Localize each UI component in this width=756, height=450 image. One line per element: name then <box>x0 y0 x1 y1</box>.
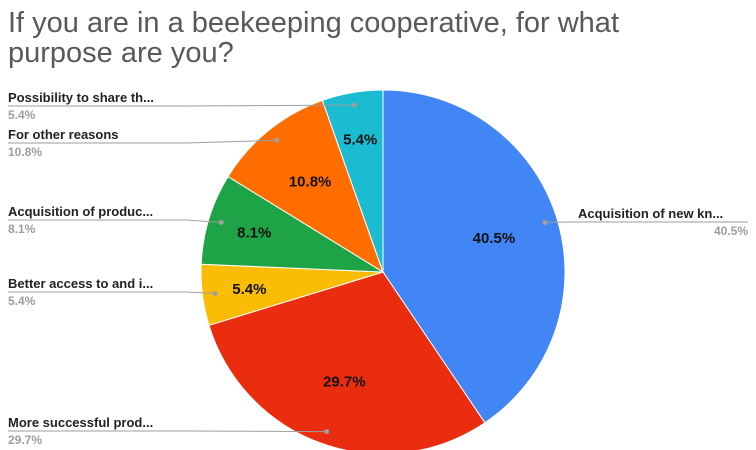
callout-name: Possibility to share th... <box>8 90 154 105</box>
pie-slice <box>200 175 385 273</box>
callout-percent: 8.1% <box>8 222 36 236</box>
callout-name: Acquisition of produc... <box>8 204 153 219</box>
leader-line <box>8 104 355 107</box>
slice-percent-label: 8.1% <box>237 225 271 242</box>
leader-line <box>8 430 327 433</box>
slice-percent-label: 10.8% <box>289 174 332 191</box>
callout-percent: 29.7% <box>8 433 42 447</box>
leader-line <box>8 219 222 223</box>
pie-slices <box>200 89 566 450</box>
slice-percent-label: 5.4% <box>343 131 377 148</box>
pie-slice <box>382 89 566 424</box>
callout-labels: Acquisition of new kn... 40.5% More succes… <box>8 90 748 447</box>
callout-percent: 5.4% <box>8 294 36 308</box>
pie-slice <box>321 89 384 273</box>
callout-percent: 10.8% <box>8 145 42 159</box>
callout-name: More successful prod... <box>8 415 153 430</box>
callout-percent: 40.5% <box>714 224 748 238</box>
pie-slice <box>208 271 486 450</box>
leader-line <box>8 139 277 144</box>
slice-percent-labels: 40.5% 29.7% 5.4% 8.1% 10.8% 5.4% <box>232 131 515 390</box>
leader-line <box>8 291 216 294</box>
callout-name: For other reasons <box>8 127 119 142</box>
callout-name: Acquisition of new kn... <box>578 206 723 221</box>
chart-title: If you are in a beekeeping cooperative, … <box>8 7 619 69</box>
slice-percent-label: 40.5% <box>473 230 516 247</box>
slice-percent-label: 5.4% <box>232 281 266 298</box>
slice-percent-label: 29.7% <box>323 373 366 390</box>
callout-name: Better access to and i... <box>8 276 153 291</box>
pie-slice <box>227 99 384 274</box>
callout-percent: 5.4% <box>8 108 36 122</box>
